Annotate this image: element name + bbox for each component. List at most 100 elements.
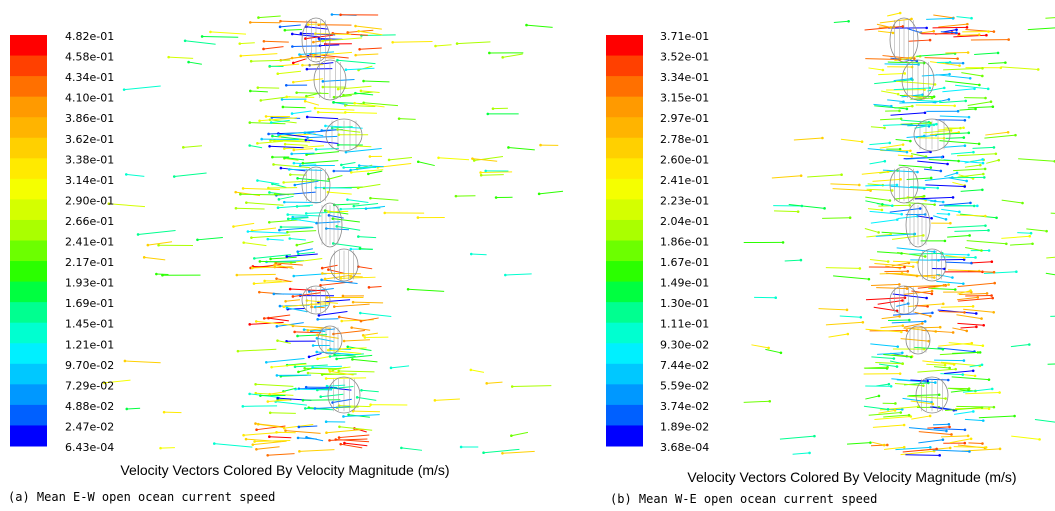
vector [901, 124, 930, 127]
vector-head [955, 28, 958, 31]
vector-head [311, 344, 315, 347]
vector-head [991, 105, 995, 108]
vector-head [951, 176, 954, 179]
vector [399, 118, 416, 120]
mesh [327, 376, 361, 414]
vector-head [965, 26, 969, 29]
vector [267, 238, 284, 241]
vector-head [328, 439, 331, 442]
vector [270, 140, 311, 143]
vector [896, 303, 909, 307]
vector-head [255, 428, 258, 431]
colorbar-label: 1.89e-02 [660, 420, 709, 433]
vector [930, 200, 944, 203]
vector [270, 256, 297, 260]
vector-head [905, 329, 909, 332]
vector [355, 25, 382, 30]
vector-head [295, 91, 298, 94]
vector [938, 23, 968, 28]
vector-head [162, 410, 166, 414]
vector [905, 454, 940, 456]
vector-head [256, 142, 259, 145]
vector-head [250, 236, 253, 239]
vector [280, 24, 301, 28]
vector-field [743, 11, 1055, 457]
vector-head [984, 446, 988, 449]
vector-head [990, 260, 994, 264]
vector [936, 280, 964, 285]
vector-head [296, 177, 299, 180]
vector [899, 101, 936, 104]
vector-head [266, 400, 270, 403]
vector-head [258, 290, 261, 294]
vector [957, 153, 996, 157]
vector-head [901, 143, 905, 146]
vector-head [933, 83, 937, 86]
colorbar-label: 1.86e-01 [660, 236, 709, 249]
vector-head [944, 397, 947, 400]
colorbar-band [606, 55, 643, 77]
vector [825, 321, 863, 326]
vector [924, 57, 958, 60]
vector [457, 41, 491, 45]
vector [871, 441, 885, 446]
vector [765, 348, 782, 354]
colorbar-label: 1.93e-01 [65, 277, 114, 290]
vector-head [992, 146, 996, 149]
vector [284, 145, 325, 150]
vector-head [469, 252, 473, 256]
vector-head [890, 189, 894, 192]
vector-head [339, 442, 343, 446]
vector [956, 214, 986, 217]
vector [339, 347, 367, 350]
vector-head [877, 394, 881, 398]
vector [233, 222, 255, 228]
colorbar-band [606, 137, 643, 159]
vector [887, 99, 904, 103]
vector [256, 425, 286, 431]
colorbar-label: 1.45e-01 [65, 318, 114, 331]
vector-head [268, 435, 271, 439]
vector-head [275, 374, 279, 377]
vector-head [963, 144, 967, 148]
vector-head [324, 377, 328, 380]
vector [285, 299, 301, 302]
vector [356, 145, 372, 148]
colorbar-label: 4.10e-01 [65, 92, 114, 105]
mesh [889, 285, 919, 315]
colorbar-label: 4.34e-01 [65, 71, 114, 84]
vector-head [331, 217, 335, 220]
vector-head [944, 218, 948, 221]
vector [867, 148, 908, 153]
vector [347, 199, 369, 203]
vector-head [997, 158, 1001, 162]
vector-head [955, 171, 959, 175]
vector-head [932, 95, 936, 98]
vector-head [321, 272, 324, 275]
vector-head [962, 136, 966, 139]
vector-head [948, 446, 952, 450]
vector-head [921, 322, 924, 325]
vector-head [317, 314, 321, 317]
vector-head [998, 447, 1002, 451]
vector [935, 119, 965, 121]
vector-head [906, 269, 910, 273]
vector-head [360, 389, 363, 392]
vector [929, 131, 959, 136]
vector [126, 173, 145, 177]
vector-head [298, 450, 301, 453]
vector-head [340, 319, 344, 323]
vector-head [963, 311, 966, 314]
vector-head [981, 172, 985, 176]
vector-head [364, 207, 368, 210]
colorbar-band [606, 363, 643, 385]
vector [337, 59, 376, 65]
vector-head [963, 119, 967, 122]
vector-head [246, 230, 250, 233]
colorbar-band [10, 384, 47, 406]
vector [909, 252, 943, 255]
vector-head [1028, 234, 1032, 238]
vector-head [980, 363, 984, 367]
vector-head [299, 32, 303, 35]
vector [869, 160, 885, 165]
